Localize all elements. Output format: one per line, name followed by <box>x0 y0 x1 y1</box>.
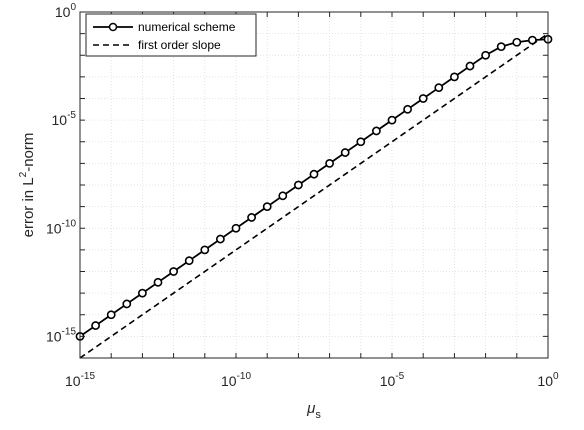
y-tick-label: 10-10 <box>46 218 76 236</box>
x-axis-label: μs <box>306 400 321 421</box>
data-point <box>200 245 210 255</box>
data-point <box>418 94 428 103</box>
series-line-1 <box>79 32 549 359</box>
data-point <box>481 50 490 60</box>
data-point <box>387 115 397 125</box>
data-point <box>496 42 506 52</box>
data-point <box>512 37 522 47</box>
data-point <box>153 277 163 287</box>
data-point <box>293 180 303 190</box>
data-point <box>340 148 350 157</box>
y-axis-label: error in L2-norm <box>18 133 37 238</box>
y-axis-label-after: -norm <box>20 133 37 172</box>
x-axis-label-symbol: μ <box>306 400 315 417</box>
y-tick-label: 10-15 <box>46 326 76 344</box>
data-point <box>325 158 334 168</box>
data-point <box>137 288 147 298</box>
data-point <box>356 137 366 147</box>
data-point <box>278 191 288 201</box>
data-point <box>465 61 475 71</box>
y-tick-labels: 10-15 10-10 10-5 100 <box>46 2 76 344</box>
x-tick-label: 10-15 <box>65 371 95 389</box>
legend-marker-numerical-scheme <box>108 22 118 32</box>
data-point <box>184 256 194 266</box>
data-point <box>122 299 132 309</box>
y-tick-label: 10-5 <box>52 110 77 128</box>
x-tick-label: 10-5 <box>380 371 405 389</box>
x-tick-label: 100 <box>537 371 559 389</box>
y-tick-label: 100 <box>55 2 77 20</box>
legend-label-numerical-scheme: numerical scheme <box>138 20 236 34</box>
data-point <box>106 310 116 320</box>
data-point <box>215 234 225 244</box>
y-axis-label-before: error in L <box>20 177 37 237</box>
x-tick-label: 10-10 <box>221 371 251 389</box>
data-point <box>449 72 459 82</box>
data-point <box>262 202 272 212</box>
data-point <box>371 126 381 136</box>
series-layer <box>75 32 553 359</box>
data-point <box>169 267 178 276</box>
data-point <box>434 83 444 93</box>
y-axis-label-superscript: 2 <box>18 171 29 177</box>
data-point <box>231 223 241 233</box>
data-point <box>309 169 319 179</box>
legend-label-first-order-slope: first order slope <box>138 38 221 52</box>
data-point <box>403 104 412 114</box>
legend-box <box>85 13 257 57</box>
x-axis-label-subscript: s <box>315 409 321 421</box>
x-tick-labels: 10-15 10-10 10-5 100 <box>65 371 559 389</box>
legend: numerical scheme first order slope <box>85 13 257 57</box>
data-point <box>247 213 256 222</box>
data-point <box>91 321 100 330</box>
